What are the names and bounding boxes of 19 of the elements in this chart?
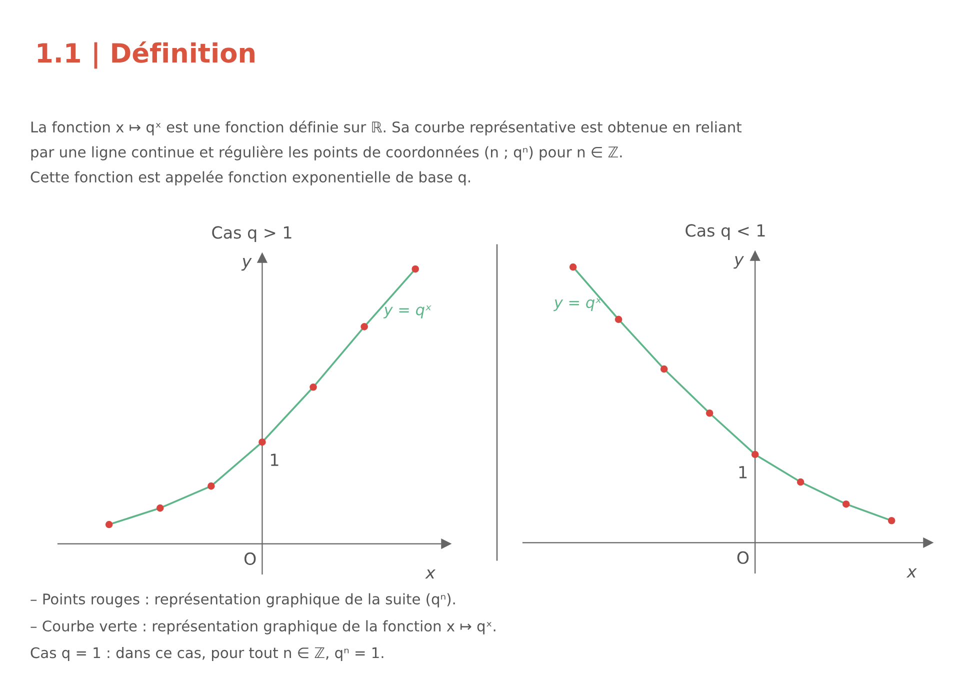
annotation: 1 — [270, 454, 278, 466]
chart-title: Cas q < 1 — [686, 224, 765, 240]
text: Cette fonction est appelée fonction exponentielle de base q. — [30, 170, 470, 186]
chart-title: Cas q > 1 — [212, 226, 292, 242]
y-axis-title: y — [734, 256, 744, 269]
text: – Courbe verte : représentation graphique de la fonction x ↦ qˣ. — [30, 620, 496, 634]
text: – Points rouges : représentation graphique de la suite (qⁿ). — [30, 592, 455, 608]
series-label: y = qˣ — [383, 306, 432, 318]
text: O — [737, 551, 749, 564]
annotation: 1 — [739, 466, 747, 478]
y-axis-title: y — [241, 258, 252, 271]
text: O — [244, 552, 256, 566]
text: par une ligne continue et régulière les points de coordonnées (n ; qⁿ) pour n ∈ ℤ. — [31, 146, 622, 160]
text: La fonction x ↦ qˣ est une fonction définie sur ℝ. Sa courbe représentative est obtenue en reliant — [31, 120, 742, 136]
x-axis-title: x — [906, 568, 917, 578]
text: 1.1 | Définition — [38, 41, 254, 69]
x-axis-title: x — [425, 569, 436, 579]
text: Cas q = 1 : dans ce cas, pour tout n ∈ ℤ, qⁿ = 1. — [30, 646, 384, 662]
series-label: y = qˣ — [553, 298, 602, 312]
